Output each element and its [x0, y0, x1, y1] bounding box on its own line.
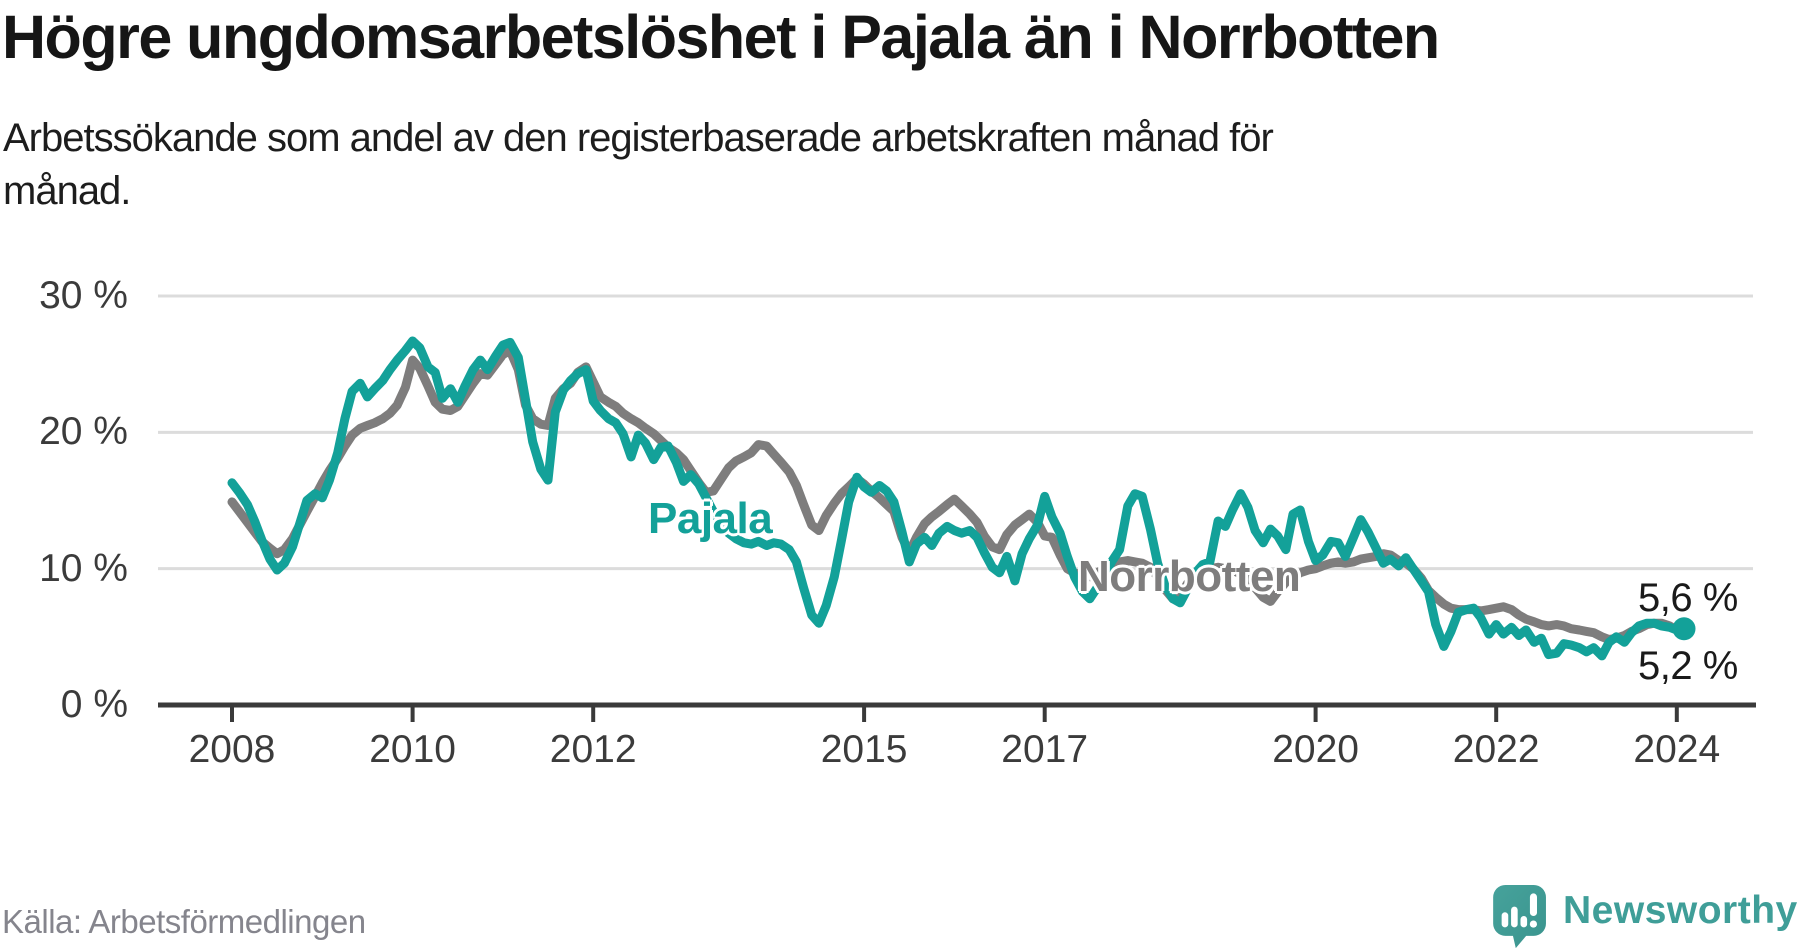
bar-3	[1520, 916, 1528, 928]
pajala-end-dot	[1672, 617, 1696, 641]
newsworthy-logo-icon	[1493, 884, 1546, 948]
source-text: Källa: Arbetsförmedlingen	[2, 903, 366, 940]
speech-bubble-shape	[1493, 884, 1546, 948]
exclamation-stem	[1529, 893, 1537, 917]
bar-2	[1511, 906, 1518, 928]
chart-subtitle-line-2: månad.	[3, 169, 131, 213]
pajala-line	[227, 336, 1689, 661]
bar-1	[1501, 912, 1509, 928]
chart-subtitle-line-1: Arbetssökande som andel av den registerb…	[3, 116, 1274, 160]
y-axis-tick-label: 30 %	[39, 274, 128, 317]
x-axis-tick-label: 2008	[188, 728, 276, 771]
y-axis-tick-label: 0 %	[60, 683, 128, 726]
series-label-norrbotten: Norrbotten	[1078, 552, 1301, 601]
x-axis-tick-label: 2010	[369, 728, 456, 771]
brand-name: Newsworthy	[1563, 889, 1798, 932]
exclamation-dot	[1529, 920, 1537, 928]
series-label-pajala: Pajala	[648, 494, 773, 543]
end-value-label-pajala: 5,6 %	[1638, 576, 1738, 620]
x-axis-tick-label: 2012	[549, 728, 637, 771]
x-axis-tick-label: 2015	[820, 728, 908, 771]
x-axis-tick-label: 2022	[1452, 728, 1540, 771]
y-axis-tick-label: 10 %	[39, 546, 128, 590]
norrbotten-line	[227, 346, 1689, 645]
end-value-label-norrbotten: 5,2 %	[1638, 644, 1738, 688]
x-axis-tick-label: 2017	[1001, 728, 1089, 771]
chart-subtitle: Arbetssökande som andel av den registerb…	[3, 112, 1403, 218]
x-axis-tick-label: 2024	[1633, 728, 1721, 771]
page-title: Högre ungdomsarbetslöshet i Pajala än i …	[2, 3, 1440, 71]
newsworthy-logo: Newsworthy	[1492, 884, 1798, 948]
x-axis-tick-label: 2020	[1272, 728, 1359, 771]
y-axis-tick-label: 20 %	[39, 410, 128, 454]
